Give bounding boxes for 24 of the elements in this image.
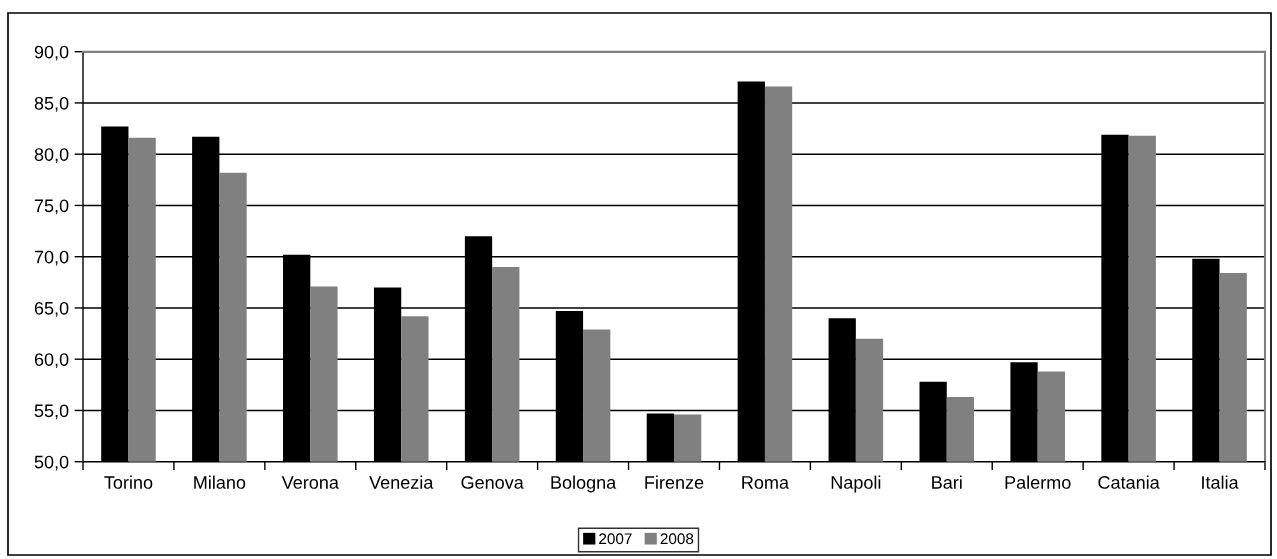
- y-tick-label: 90,0: [34, 45, 69, 61]
- y-tick-label: 80,0: [34, 148, 69, 164]
- x-tick-label: Firenze: [645, 475, 704, 489]
- x-tick-label: Roma: [742, 476, 789, 489]
- x-tick-label: Milano: [194, 475, 246, 489]
- x-tick-label: Bologna: [551, 475, 617, 493]
- y-tick-label: 55,0: [34, 404, 69, 420]
- y-tick-label: 65,0: [34, 301, 69, 317]
- x-tick-label: Italia: [1202, 475, 1239, 489]
- y-tick-label: 75,0: [34, 199, 69, 215]
- y-tick-label: 50,0: [34, 455, 69, 471]
- legend-label: 2007: [599, 533, 632, 545]
- y-tick-label: 60,0: [34, 353, 69, 369]
- legend-label: 2008: [660, 533, 694, 545]
- x-tick-label: Palermo: [1005, 475, 1071, 489]
- y-tick-label: 70,0: [34, 250, 69, 266]
- x-tick-label: Napoli: [831, 475, 881, 493]
- x-tick-label: Venezia: [369, 475, 434, 489]
- x-tick-label: Torino: [104, 475, 153, 489]
- x-tick-label: Genova: [461, 476, 524, 489]
- x-tick-label: Verona: [281, 476, 339, 489]
- x-tick-label: Catania: [1098, 475, 1160, 489]
- x-tick-label: Bari: [932, 475, 962, 489]
- y-tick-label: 85,0: [34, 96, 69, 112]
